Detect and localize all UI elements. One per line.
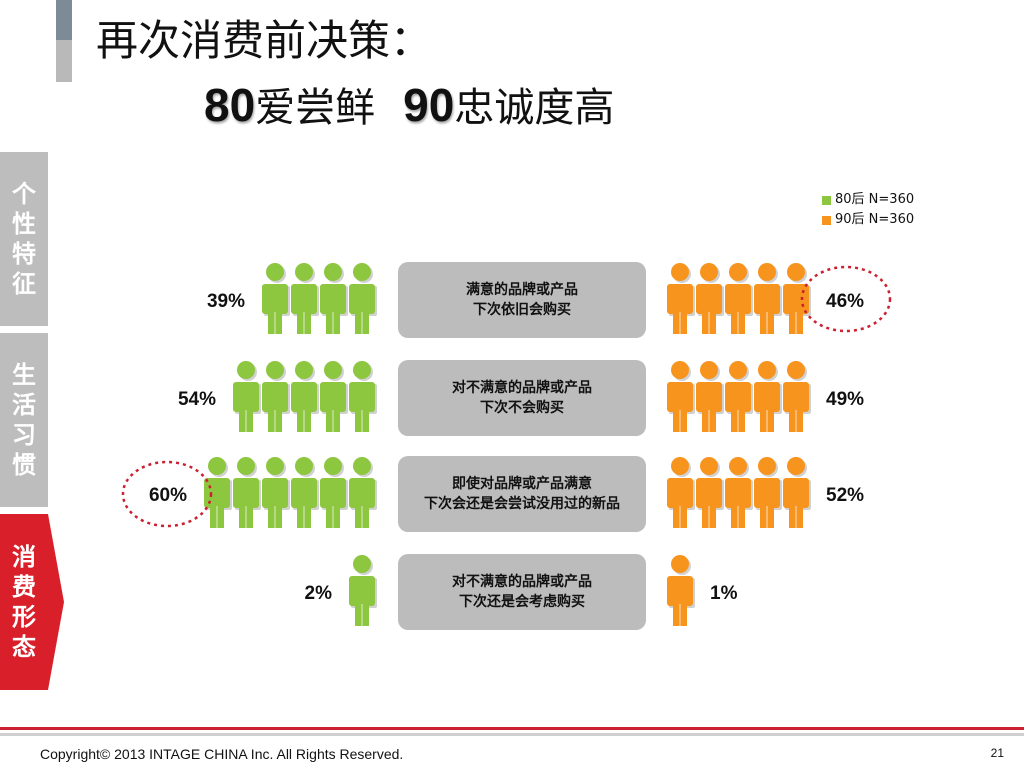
person-icon: [754, 263, 782, 334]
footer-rule-red: [0, 727, 1024, 730]
side-tab-char: 形: [12, 603, 36, 631]
person-icon: [754, 457, 782, 528]
person-icon: [291, 457, 319, 528]
page-title: 再次消费前决策：: [96, 16, 433, 65]
value-label-90: 46%: [826, 291, 864, 312]
pictograph-chart: 39% 46% 54% 49% 60% 52% 2% 1%: [121, 262, 892, 630]
side-tab-active-arrow: [0, 514, 64, 690]
person-icon: [696, 263, 724, 334]
value-label-90: 49%: [826, 389, 864, 410]
statement-line1: 满意的品牌或产品: [466, 282, 578, 298]
side-tab-lifestyle[interactable]: 生 活 习 惯: [0, 333, 48, 507]
page-number: 21: [990, 746, 1004, 760]
legend-item-80: 80后 N=360: [822, 190, 914, 210]
subtitle-text-80: 爱尝鲜: [255, 85, 376, 131]
copyright-text: Copyright© 2013 INTAGE CHINA Inc. All Ri…: [40, 746, 404, 762]
person-icon: [320, 361, 348, 432]
statement-line1: 对不满意的品牌或产品: [452, 380, 592, 396]
side-tab-char: 个: [12, 180, 36, 208]
person-icon: [783, 457, 811, 528]
subtitle-text-90: 忠诚度高: [454, 85, 615, 131]
person-icon: [696, 457, 724, 528]
side-tab-char: 惯: [12, 451, 36, 479]
person-icon: [667, 263, 695, 334]
statement-box: [398, 456, 646, 532]
legend-swatch-80: [822, 195, 831, 205]
person-icon: [233, 361, 261, 432]
person-icon: [667, 361, 695, 432]
statement-line1: 对不满意的品牌或产品: [452, 574, 592, 590]
legend-label-90: 90后 N=360: [835, 212, 915, 227]
side-tab-personality[interactable]: 个 性 特 征: [0, 152, 48, 326]
value-label-80: 54%: [178, 389, 216, 410]
statement-line2: 下次不会购买: [480, 400, 564, 416]
person-icon: [291, 361, 319, 432]
side-tab-char: 生: [12, 361, 36, 389]
person-icon: [320, 263, 348, 334]
subtitle-number-80: 80: [204, 79, 256, 131]
statement-line2: 下次依旧会购买: [473, 302, 571, 318]
person-icon: [725, 457, 753, 528]
person-icon: [349, 457, 377, 528]
person-icon: [667, 457, 695, 528]
side-tab-char: 性: [12, 210, 36, 238]
person-icon: [204, 457, 232, 528]
page-subtitle: 80爱尝鲜 90忠诚度高: [204, 78, 614, 135]
person-icon: [349, 555, 377, 626]
value-label-90: 52%: [826, 485, 864, 506]
title-accent-bar: [56, 0, 72, 82]
value-label-80: 60%: [149, 485, 187, 506]
statement-box: [398, 360, 646, 436]
statement-box: [398, 554, 646, 630]
person-icon: [725, 263, 753, 334]
side-tab-char: 态: [12, 633, 36, 661]
highlight-circle: [121, 460, 213, 528]
side-tab-consumption[interactable]: 消 费 形 态: [0, 514, 48, 690]
side-tab-char: 活: [12, 391, 36, 419]
side-tab-char: 征: [12, 270, 36, 298]
subtitle-number-90: 90: [403, 79, 455, 131]
person-icon: [667, 555, 695, 626]
side-tab-char: 费: [12, 573, 36, 601]
side-tab-char: 消: [12, 543, 36, 571]
statement-label: 满意的品牌或产品 下次依旧会购买: [398, 280, 646, 320]
person-icon: [754, 361, 782, 432]
person-icon: [233, 457, 261, 528]
legend-swatch-90: [822, 215, 831, 225]
person-icon: [783, 263, 811, 334]
statement-box: [398, 262, 646, 338]
statement-label: 对不满意的品牌或产品 下次不会购买: [398, 378, 646, 418]
statement-line2: 下次还是会考虑购买: [459, 594, 585, 610]
highlight-circle: [800, 265, 892, 333]
statement-line2: 下次会还是会尝试没用过的新品: [424, 496, 620, 512]
value-label-80: 39%: [207, 291, 245, 312]
side-tab-char: 习: [12, 421, 36, 449]
person-icon: [291, 263, 319, 334]
value-label-90: 1%: [710, 583, 738, 604]
value-label-80: 2%: [305, 583, 333, 604]
statement-label: 即使对品牌或产品满意 下次会还是会尝试没用过的新品: [398, 474, 646, 514]
person-icon: [262, 457, 290, 528]
statement-line1: 即使对品牌或产品满意: [452, 476, 592, 492]
legend-item-90: 90后 N=360: [822, 210, 914, 230]
person-icon: [262, 361, 290, 432]
person-icon: [349, 361, 377, 432]
person-icon: [349, 263, 377, 334]
side-tab-char: 特: [12, 240, 36, 268]
person-icon: [725, 361, 753, 432]
chart-legend: 80后 N=360 90后 N=360: [822, 190, 914, 230]
footer-rule-gray: [0, 733, 1024, 736]
legend-label-80: 80后 N=360: [835, 192, 915, 207]
person-icon: [783, 361, 811, 432]
statement-label: 对不满意的品牌或产品 下次还是会考虑购买: [398, 572, 646, 612]
person-icon: [262, 263, 290, 334]
person-icon: [320, 457, 348, 528]
person-icon: [696, 361, 724, 432]
